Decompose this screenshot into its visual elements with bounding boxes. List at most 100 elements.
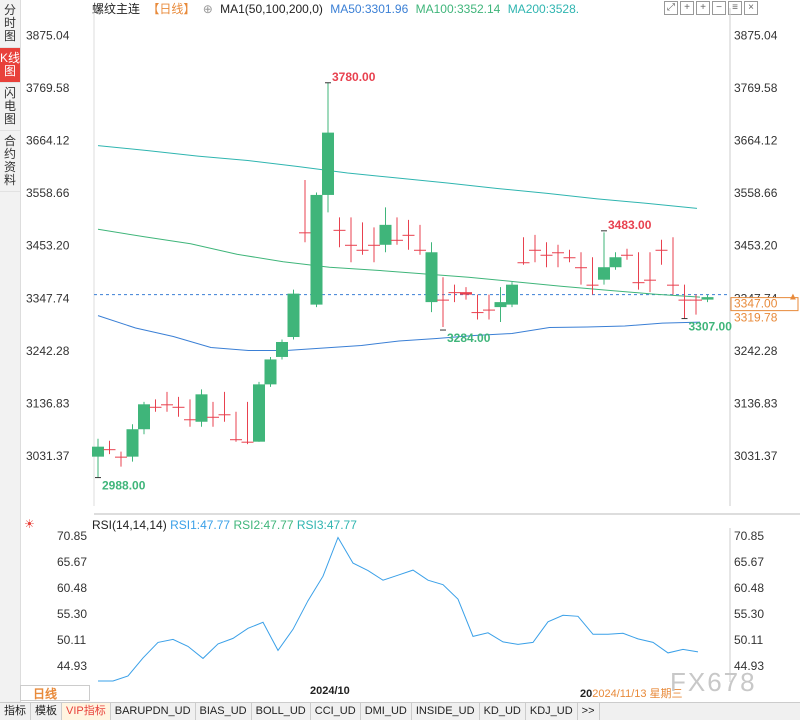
current-price-value: 3347.00 [734, 297, 778, 311]
candle-body [414, 249, 426, 251]
date-prefix: 20 [580, 688, 593, 700]
indicator-tab[interactable]: DMI_UD [361, 703, 412, 720]
tab-timeshare[interactable]: 分时图 [0, 0, 20, 48]
current-price-box [730, 297, 799, 312]
candle-body [517, 262, 530, 264]
candle-body [345, 244, 357, 246]
expand-icon[interactable]: ⤢ [664, 1, 678, 15]
candle [425, 242, 438, 313]
rsi-tick-right: 60.48 [734, 581, 764, 595]
ma-line-ma100 [97, 228, 701, 298]
candle [345, 217, 357, 263]
candle-body [149, 406, 162, 408]
price-tick-right: 3347.74 [734, 291, 778, 305]
candle [241, 401, 254, 445]
candle [632, 252, 645, 290]
rsi-tick-left: 55.30 [57, 607, 87, 621]
candle-body [494, 302, 507, 308]
candle-body [322, 132, 334, 195]
candle [644, 252, 656, 293]
candle-body [264, 359, 277, 385]
candle [322, 82, 334, 213]
candle [460, 287, 472, 300]
tab-kline[interactable]: K线图 [0, 48, 20, 83]
candle [184, 399, 196, 427]
rsi-tick-left: 50.11 [57, 633, 86, 647]
indicator-tab[interactable]: >> [578, 703, 600, 720]
annotation-label: 3483.00 [608, 218, 652, 232]
candle-body [575, 267, 587, 269]
candle-body [609, 257, 622, 268]
candle [448, 284, 461, 303]
candle-body [207, 416, 219, 418]
candle [126, 424, 139, 462]
candle [218, 391, 231, 422]
close-icon[interactable]: × [744, 1, 758, 15]
candle [506, 282, 518, 308]
candle [299, 179, 311, 243]
settings-gear-icon[interactable]: ☀ [24, 517, 35, 531]
current-price-tag: 3347.00 ▲ [730, 292, 799, 312]
candle [494, 287, 507, 323]
zoom-in-icon[interactable]: + [696, 1, 710, 15]
ma-line-ma200 [97, 145, 698, 209]
candle-body [92, 446, 104, 457]
chart-header: 螺纹主连 【日线】 ⊕ MA1(50,100,200,0) MA50:3301.… [92, 0, 583, 18]
indicator-tab[interactable]: CCI_UD [311, 703, 361, 720]
candle [667, 237, 679, 295]
rsi-tick-left: 70.85 [57, 529, 87, 543]
candle [276, 339, 288, 360]
indicator-tab[interactable]: 模板 [31, 703, 62, 720]
candle [414, 224, 426, 255]
candle-body [529, 249, 541, 251]
candle-body [310, 194, 323, 305]
rsi3-value: RSI3:47.77 [296, 518, 357, 532]
indicator-tab[interactable]: KD_UD [480, 703, 526, 720]
candle-body [540, 254, 553, 256]
price-tick-left: 3769.58 [26, 81, 70, 95]
candle [138, 401, 150, 435]
indicator-tab[interactable]: 指标 [0, 703, 31, 720]
candle [287, 289, 300, 340]
indicator-tab-bar: 指标 模板 VIP指标 BARUPDN_UD BIAS_UD BOLL_UD CCI_UD D… [0, 702, 800, 720]
indicator-tab[interactable]: INSIDE_UD [412, 703, 480, 720]
candle-body [299, 232, 311, 234]
candle [655, 239, 668, 265]
annotation-label: 3780.00 [332, 70, 376, 84]
candle [540, 242, 553, 268]
candle [195, 389, 208, 427]
candle [333, 217, 346, 248]
ma200-value: MA200:3528. [507, 2, 580, 16]
ma100-value: MA100:3352.14 [415, 2, 501, 16]
date-label-left: 2024/10 [310, 685, 350, 697]
candle [310, 192, 323, 308]
chart-toolbar: ⤢ + + − ≡ × [664, 1, 758, 17]
candle [609, 252, 622, 270]
indicator-tab[interactable]: BARUPDN_UD [111, 703, 196, 720]
price-tick-right: 3769.58 [734, 81, 778, 95]
indicator-tab[interactable]: BIAS_UD [196, 703, 252, 720]
candle [575, 252, 587, 285]
candle-body [333, 229, 346, 231]
zoom-out-icon[interactable]: − [712, 1, 726, 15]
indicator-tab[interactable]: VIP指标 [62, 703, 111, 720]
tab-contract-info[interactable]: 合约资料 [0, 131, 20, 192]
period-button[interactable]: 日线 [20, 685, 90, 701]
crosshair-icon[interactable]: + [680, 1, 694, 15]
price-tick-left: 3664.12 [26, 134, 70, 148]
visibility-icon[interactable]: ⊕ [202, 2, 213, 16]
indicator-tab[interactable]: KDJ_UD [526, 703, 578, 720]
tab-lightning[interactable]: 闪电图 [0, 83, 20, 131]
candle [264, 356, 277, 387]
candle [356, 222, 369, 255]
rsi-tick-left: 60.48 [57, 581, 87, 595]
candle-body [126, 429, 139, 457]
list-icon[interactable]: ≡ [728, 1, 742, 15]
candle-body [506, 284, 518, 305]
candle [437, 277, 449, 328]
annotation-label: 3307.00 [689, 320, 733, 334]
candle-body [161, 404, 173, 406]
indicator-tab[interactable]: BOLL_UD [252, 703, 311, 720]
period-label: 【日线】 [147, 2, 196, 16]
